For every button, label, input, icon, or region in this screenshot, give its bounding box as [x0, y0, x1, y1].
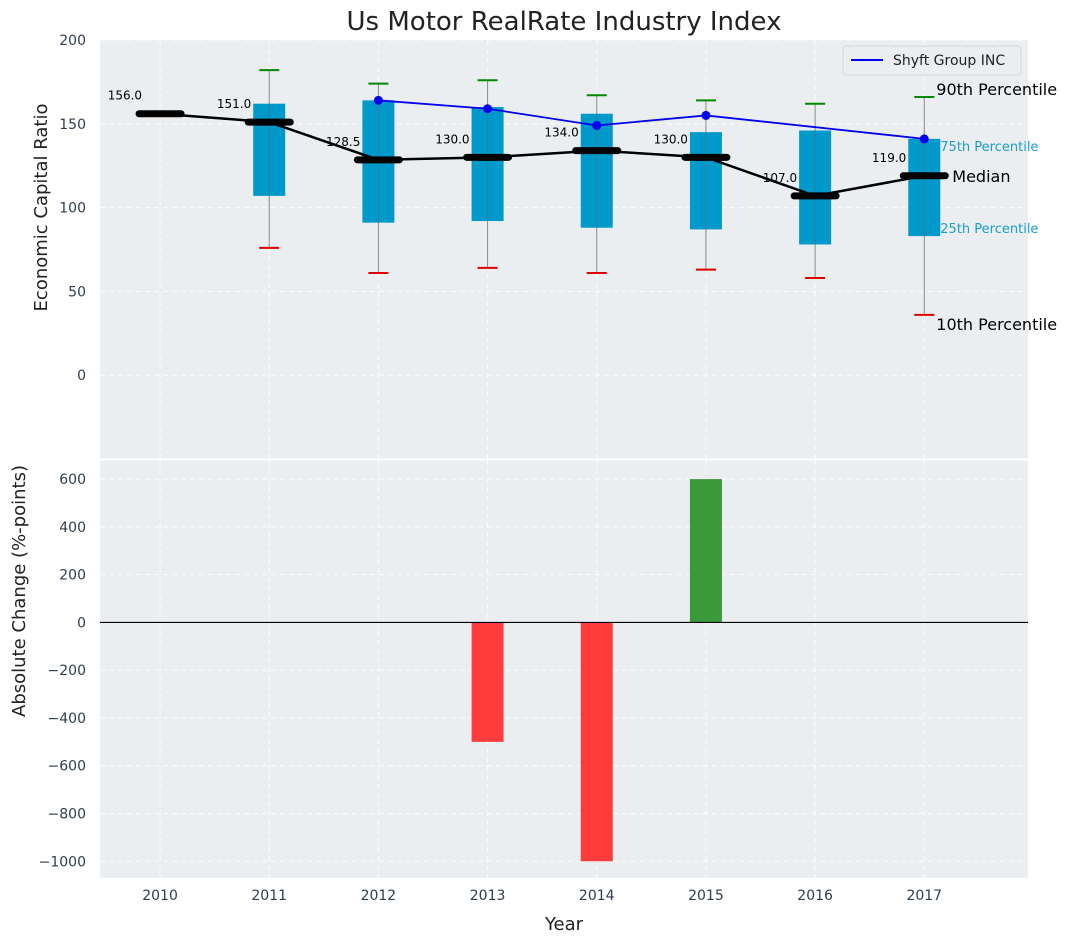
company-series-point: [373, 95, 383, 105]
annotation-p90: 90th Percentile: [936, 80, 1057, 99]
x-axis-label: Year: [544, 914, 584, 935]
change-bar: [471, 622, 504, 742]
x-tick-label: 2014: [579, 888, 615, 904]
median-trend-line: [159, 112, 925, 198]
median-value-label: 128.5: [326, 135, 360, 149]
bottom-y-tick-label: −600: [48, 759, 86, 775]
bottom-y-tick-label: 400: [59, 520, 86, 536]
company-series-point: [592, 120, 602, 130]
median-value-label: 156.0: [108, 89, 142, 103]
bottom-y-tick-label: 0: [77, 615, 86, 631]
bottom-y-tick-label: 600: [59, 472, 86, 488]
annotation-p75: 75th Percentile: [940, 140, 1038, 155]
change-bar: [580, 622, 613, 862]
top-y-axis-label: Economic Capital Ratio: [31, 104, 52, 312]
annotation-p25: 25th Percentile: [940, 222, 1038, 237]
x-tick-label: 2011: [251, 888, 287, 904]
legend-label: Shyft Group INC: [893, 53, 1005, 69]
annotation-p10: 10th Percentile: [936, 315, 1057, 334]
top-y-tick-label: 50: [68, 284, 86, 300]
company-series-point: [483, 104, 493, 114]
annotation-median: Median: [952, 167, 1010, 186]
bottom-y-axis-label: Absolute Change (%-points): [9, 465, 30, 717]
bottom-y-tick-label: −200: [48, 663, 86, 679]
legend-box: [842, 45, 1022, 76]
company-series-point: [919, 134, 929, 144]
top-y-tick-label: 100: [59, 201, 86, 217]
bottom-y-tick-label: 200: [59, 568, 86, 584]
bottom-y-tick-label: −800: [48, 807, 86, 823]
median-value-label: 130.0: [654, 132, 688, 146]
median-value-label: 119.0: [872, 151, 906, 165]
chart-title: Us Motor RealRate Industry Index: [347, 7, 782, 37]
x-tick-label: 2012: [361, 888, 397, 904]
x-tick-label: 2010: [142, 888, 178, 904]
bottom-y-tick-label: −400: [48, 711, 86, 727]
x-tick-label: 2015: [688, 888, 724, 904]
median-value-label: 134.0: [544, 126, 578, 140]
x-tick-label: 2017: [906, 888, 942, 904]
company-series-point: [701, 110, 711, 120]
bottom-plot-area: [100, 460, 1028, 878]
median-value-label: 130.0: [435, 132, 469, 146]
top-y-tick-label: 200: [59, 33, 86, 49]
top-y-tick-label: 0: [77, 368, 86, 384]
bottom-y-tick-label: −1000: [39, 854, 86, 870]
median-value-label: 151.0: [217, 97, 251, 111]
top-y-tick-label: 150: [59, 117, 86, 133]
median-value-label: 107.0: [763, 171, 797, 185]
x-tick-label: 2013: [470, 888, 506, 904]
change-bar: [689, 479, 722, 623]
x-tick-label: 2016: [797, 888, 833, 904]
